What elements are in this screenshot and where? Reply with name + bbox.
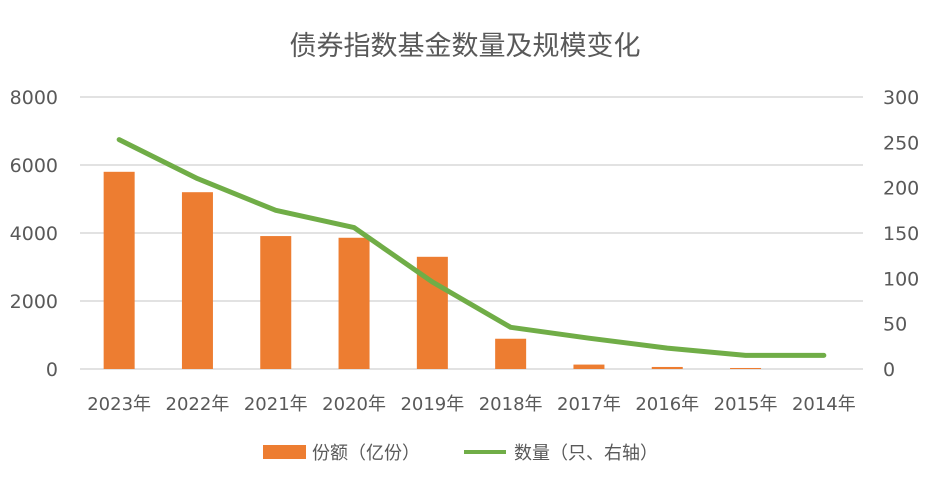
x-tick-label: 2019年 — [400, 394, 464, 415]
right-tick-label: 300 — [883, 87, 919, 109]
chart-title: 债券指数基金数量及规模变化 — [290, 31, 641, 62]
left-tick-label: 0 — [46, 359, 58, 381]
legend-label-bar: 份额（亿份） — [312, 443, 420, 464]
bar — [104, 172, 135, 369]
bars — [104, 172, 761, 369]
right-tick-label: 250 — [883, 132, 919, 154]
legend-swatch-bar — [263, 445, 306, 459]
legend: 份额（亿份） 数量（只、右轴） — [263, 443, 658, 464]
right-tick-label: 50 — [883, 314, 907, 336]
bar — [260, 236, 291, 369]
x-tick-label: 2014年 — [792, 394, 856, 415]
right-tick-label: 150 — [883, 223, 919, 245]
x-tick-label: 2018年 — [479, 394, 543, 415]
left-tick-label: 8000 — [10, 87, 58, 109]
line-series — [119, 140, 824, 356]
right-tick-label: 100 — [883, 268, 919, 290]
bar — [495, 339, 526, 369]
bar — [652, 367, 683, 369]
x-axis-ticks: 2023年 2022年 2021年 2020年 2019年 2018年 2017年 2016年… — [87, 394, 856, 415]
left-tick-label: 4000 — [10, 223, 58, 245]
x-tick-label: 2022年 — [166, 394, 230, 415]
left-axis-ticks: 0 2000 4000 6000 8000 — [10, 87, 58, 381]
right-axis-ticks: 0 50 100 150 200 250 300 — [883, 87, 919, 381]
left-tick-label: 2000 — [10, 291, 58, 313]
x-tick-label: 2016年 — [635, 394, 699, 415]
right-tick-label: 200 — [883, 178, 919, 200]
bar — [182, 192, 213, 369]
legend-label-line: 数量（只、右轴） — [514, 443, 658, 464]
bar — [730, 368, 761, 369]
bar — [573, 365, 604, 369]
x-tick-label: 2023年 — [87, 394, 151, 415]
x-tick-label: 2021年 — [244, 394, 308, 415]
line-path — [119, 140, 824, 356]
x-tick-label: 2017年 — [557, 394, 621, 415]
left-tick-label: 6000 — [10, 155, 58, 177]
bar — [339, 238, 370, 369]
right-tick-label: 0 — [883, 359, 895, 381]
x-tick-label: 2020年 — [322, 394, 386, 415]
x-tick-label: 2015年 — [714, 394, 778, 415]
